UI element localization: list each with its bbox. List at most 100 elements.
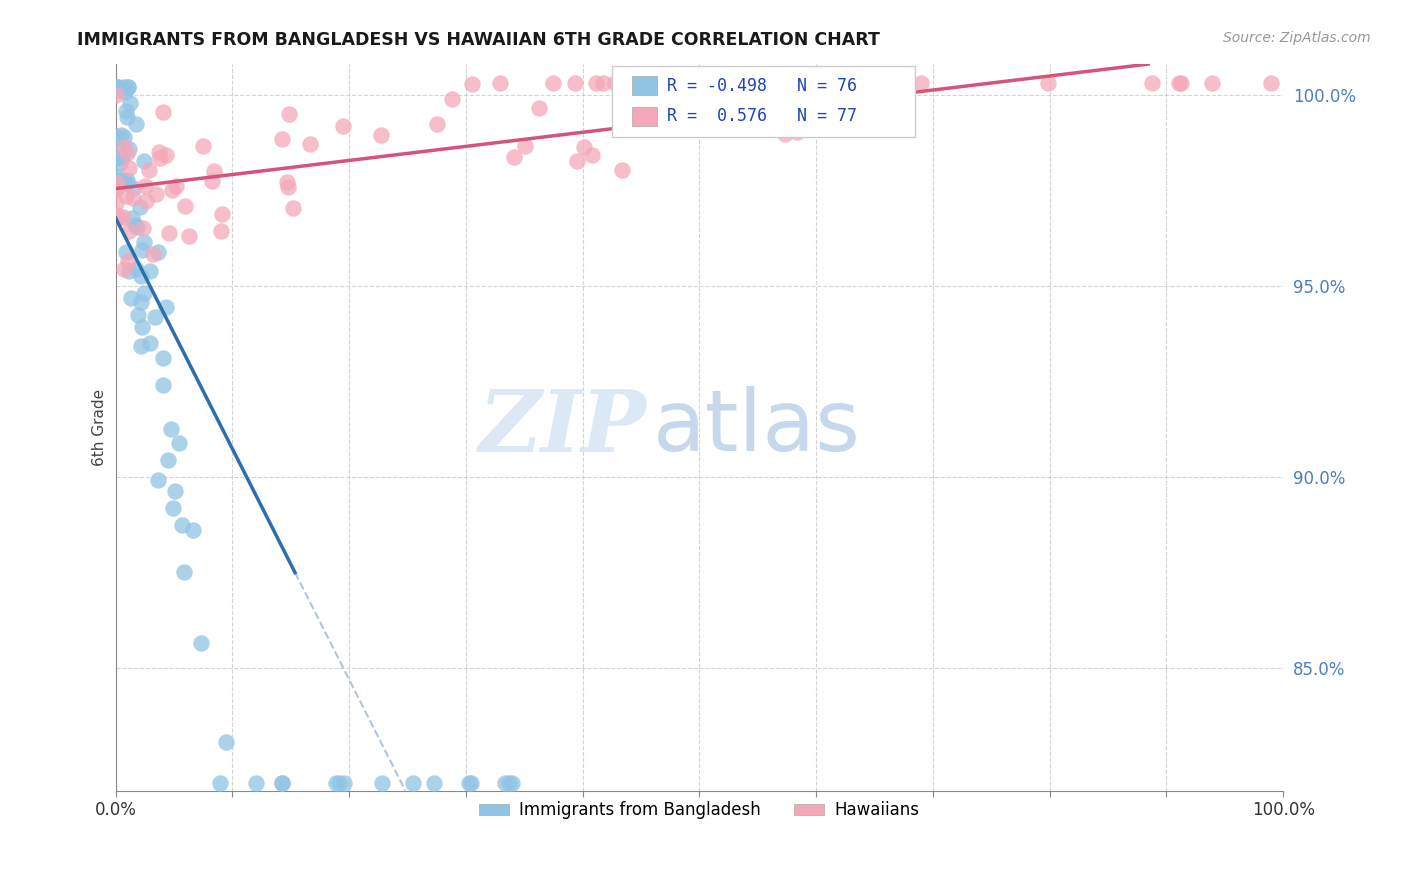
Point	[112, 140, 135, 154]
Point	[423, 776, 446, 790]
Point	[402, 776, 425, 790]
Point	[155, 148, 177, 162]
Point	[773, 128, 796, 142]
Text: atlas: atlas	[652, 386, 860, 469]
Point	[515, 139, 537, 153]
Point	[1201, 76, 1223, 90]
Point	[610, 163, 633, 178]
Point	[370, 776, 392, 790]
Point	[173, 566, 195, 580]
Point	[108, 156, 131, 170]
Point	[281, 201, 304, 215]
Legend: Immigrants from Bangladesh, Hawaiians: Immigrants from Bangladesh, Hawaiians	[472, 795, 927, 826]
Point	[132, 235, 155, 250]
Point	[1260, 76, 1282, 90]
Point	[111, 210, 134, 224]
Point	[277, 107, 299, 121]
Text: R = -0.498   N = 76: R = -0.498 N = 76	[666, 77, 856, 95]
Point	[105, 176, 128, 190]
Text: R =  0.576   N = 77: R = 0.576 N = 77	[666, 107, 856, 126]
Point	[271, 776, 294, 790]
Point	[125, 262, 148, 277]
Point	[139, 336, 162, 351]
Point	[142, 247, 165, 261]
Point	[115, 173, 138, 187]
Point	[129, 200, 152, 214]
Point	[498, 776, 520, 790]
Point	[127, 308, 149, 322]
Point	[162, 183, 184, 197]
Point	[163, 484, 186, 499]
Point	[117, 177, 139, 191]
Point	[208, 776, 231, 790]
Point	[104, 196, 127, 211]
Point	[157, 453, 180, 467]
Point	[191, 138, 214, 153]
Point	[152, 378, 174, 392]
Point	[567, 153, 589, 168]
Point	[574, 140, 596, 154]
Point	[494, 776, 516, 790]
Point	[145, 187, 167, 202]
Point	[104, 182, 127, 196]
Point	[117, 80, 139, 95]
Point	[181, 523, 204, 537]
Point	[139, 263, 162, 277]
Point	[786, 125, 808, 139]
Point	[134, 285, 156, 300]
Point	[108, 173, 131, 187]
Point	[129, 295, 152, 310]
Point	[215, 734, 238, 748]
Point	[645, 118, 668, 132]
Point	[117, 142, 139, 156]
Point	[209, 224, 232, 238]
Point	[105, 208, 128, 222]
Point	[117, 161, 139, 175]
Point	[104, 87, 127, 102]
Point	[120, 291, 142, 305]
Point	[325, 776, 347, 790]
Point	[673, 114, 696, 128]
Point	[124, 117, 146, 131]
Point	[138, 163, 160, 178]
Point	[173, 199, 195, 213]
Point	[177, 228, 200, 243]
Point	[146, 245, 169, 260]
Point	[862, 76, 884, 90]
Point	[105, 137, 128, 152]
Point	[754, 99, 776, 113]
Point	[114, 244, 136, 259]
Point	[155, 300, 177, 314]
Point	[143, 310, 166, 324]
Point	[501, 776, 523, 790]
Point	[328, 776, 350, 790]
Point	[277, 180, 299, 194]
Point	[117, 254, 139, 268]
Point	[115, 110, 138, 124]
FancyBboxPatch shape	[612, 65, 915, 136]
Point	[1167, 76, 1189, 90]
Point	[640, 93, 662, 107]
Point	[276, 175, 298, 189]
Point	[162, 501, 184, 516]
Point	[112, 173, 135, 187]
Point	[121, 211, 143, 226]
Point	[110, 128, 132, 142]
Point	[461, 77, 484, 91]
Point	[856, 96, 879, 111]
Bar	[631, 77, 658, 95]
Point	[165, 178, 187, 193]
Point	[107, 80, 129, 95]
Point	[172, 517, 194, 532]
Point	[541, 76, 564, 90]
Point	[425, 117, 447, 131]
Point	[157, 226, 180, 240]
Point	[440, 92, 463, 106]
Point	[118, 95, 141, 110]
Point	[460, 776, 482, 790]
Point	[564, 76, 586, 90]
Point	[332, 119, 354, 133]
Point	[1036, 76, 1059, 90]
Point	[105, 169, 128, 183]
Point	[110, 151, 132, 165]
